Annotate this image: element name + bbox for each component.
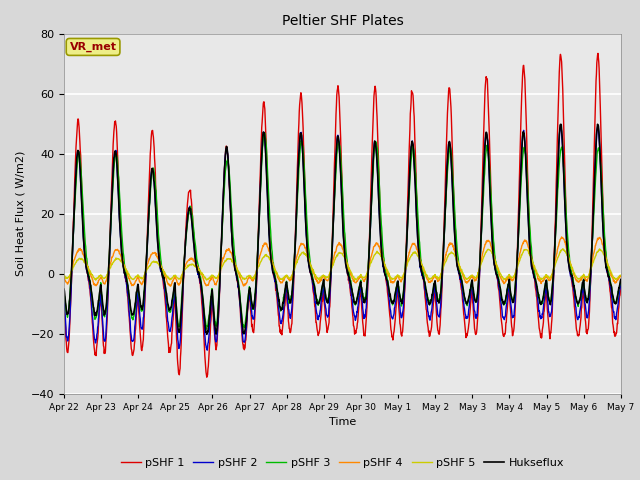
pSHF 3 bbox=[617, 277, 625, 283]
pSHF 3 bbox=[502, 293, 510, 299]
Line: pSHF 4: pSHF 4 bbox=[64, 237, 621, 286]
Line: pSHF 5: pSHF 5 bbox=[64, 249, 621, 280]
Line: pSHF 2: pSHF 2 bbox=[64, 127, 621, 350]
pSHF 4 bbox=[551, 258, 559, 264]
Hukseflux bbox=[617, 276, 625, 282]
Line: Hukseflux: Hukseflux bbox=[64, 124, 621, 334]
pSHF 3 bbox=[60, 288, 68, 294]
pSHF 5 bbox=[60, 272, 68, 278]
pSHF 4 bbox=[617, 274, 625, 279]
pSHF 1 bbox=[594, 50, 602, 56]
Hukseflux bbox=[551, 239, 559, 245]
pSHF 5 bbox=[617, 273, 625, 278]
pSHF 2 bbox=[60, 296, 68, 301]
pSHF 3 bbox=[552, 236, 559, 241]
Line: pSHF 1: pSHF 1 bbox=[64, 53, 621, 377]
pSHF 4 bbox=[557, 234, 565, 240]
Hukseflux bbox=[170, 283, 178, 288]
pSHF 5 bbox=[171, 273, 179, 278]
X-axis label: Time: Time bbox=[329, 417, 356, 427]
Y-axis label: Soil Heat Flux ( W/m2): Soil Heat Flux ( W/m2) bbox=[15, 151, 25, 276]
pSHF 1 bbox=[551, 224, 559, 230]
pSHF 1 bbox=[617, 282, 625, 288]
pSHF 1 bbox=[170, 298, 178, 304]
pSHF 2 bbox=[551, 241, 559, 247]
pSHF 2 bbox=[502, 307, 509, 313]
pSHF 2 bbox=[617, 280, 625, 286]
pSHF 2 bbox=[246, 298, 254, 304]
pSHF 3 bbox=[170, 285, 178, 290]
pSHF 2 bbox=[204, 348, 211, 353]
pSHF 1 bbox=[429, 304, 437, 310]
Title: Peltier SHF Plates: Peltier SHF Plates bbox=[282, 14, 403, 28]
Legend: pSHF 1, pSHF 2, pSHF 3, pSHF 4, pSHF 5, Hukseflux: pSHF 1, pSHF 2, pSHF 3, pSHF 4, pSHF 5, … bbox=[116, 453, 569, 472]
pSHF 5 bbox=[92, 277, 100, 283]
pSHF 3 bbox=[261, 130, 269, 136]
pSHF 3 bbox=[202, 326, 210, 332]
Line: pSHF 3: pSHF 3 bbox=[64, 133, 621, 329]
pSHF 5 bbox=[559, 246, 566, 252]
pSHF 4 bbox=[502, 276, 509, 282]
pSHF 1 bbox=[184, 197, 191, 203]
Hukseflux bbox=[60, 286, 68, 292]
Hukseflux bbox=[429, 287, 437, 292]
pSHF 5 bbox=[551, 263, 559, 268]
Hukseflux bbox=[184, 213, 191, 219]
pSHF 4 bbox=[60, 275, 68, 280]
pSHF 2 bbox=[594, 124, 602, 130]
pSHF 4 bbox=[246, 275, 254, 281]
pSHF 4 bbox=[184, 258, 192, 264]
pSHF 1 bbox=[246, 306, 254, 312]
pSHF 3 bbox=[429, 284, 437, 290]
pSHF 2 bbox=[429, 296, 437, 301]
pSHF 4 bbox=[166, 283, 174, 289]
pSHF 1 bbox=[60, 298, 68, 304]
pSHF 3 bbox=[184, 217, 191, 223]
pSHF 5 bbox=[502, 276, 509, 281]
pSHF 1 bbox=[502, 320, 509, 325]
pSHF 3 bbox=[246, 289, 254, 295]
Hukseflux bbox=[246, 290, 254, 296]
pSHF 1 bbox=[203, 374, 211, 380]
pSHF 5 bbox=[429, 273, 437, 279]
Hukseflux bbox=[594, 121, 602, 127]
pSHF 5 bbox=[184, 264, 192, 269]
pSHF 5 bbox=[246, 273, 254, 279]
Hukseflux bbox=[502, 296, 509, 301]
pSHF 2 bbox=[184, 212, 191, 217]
Hukseflux bbox=[203, 331, 211, 337]
pSHF 4 bbox=[171, 275, 179, 280]
Text: VR_met: VR_met bbox=[70, 42, 116, 52]
pSHF 2 bbox=[170, 291, 178, 297]
pSHF 4 bbox=[429, 276, 437, 281]
